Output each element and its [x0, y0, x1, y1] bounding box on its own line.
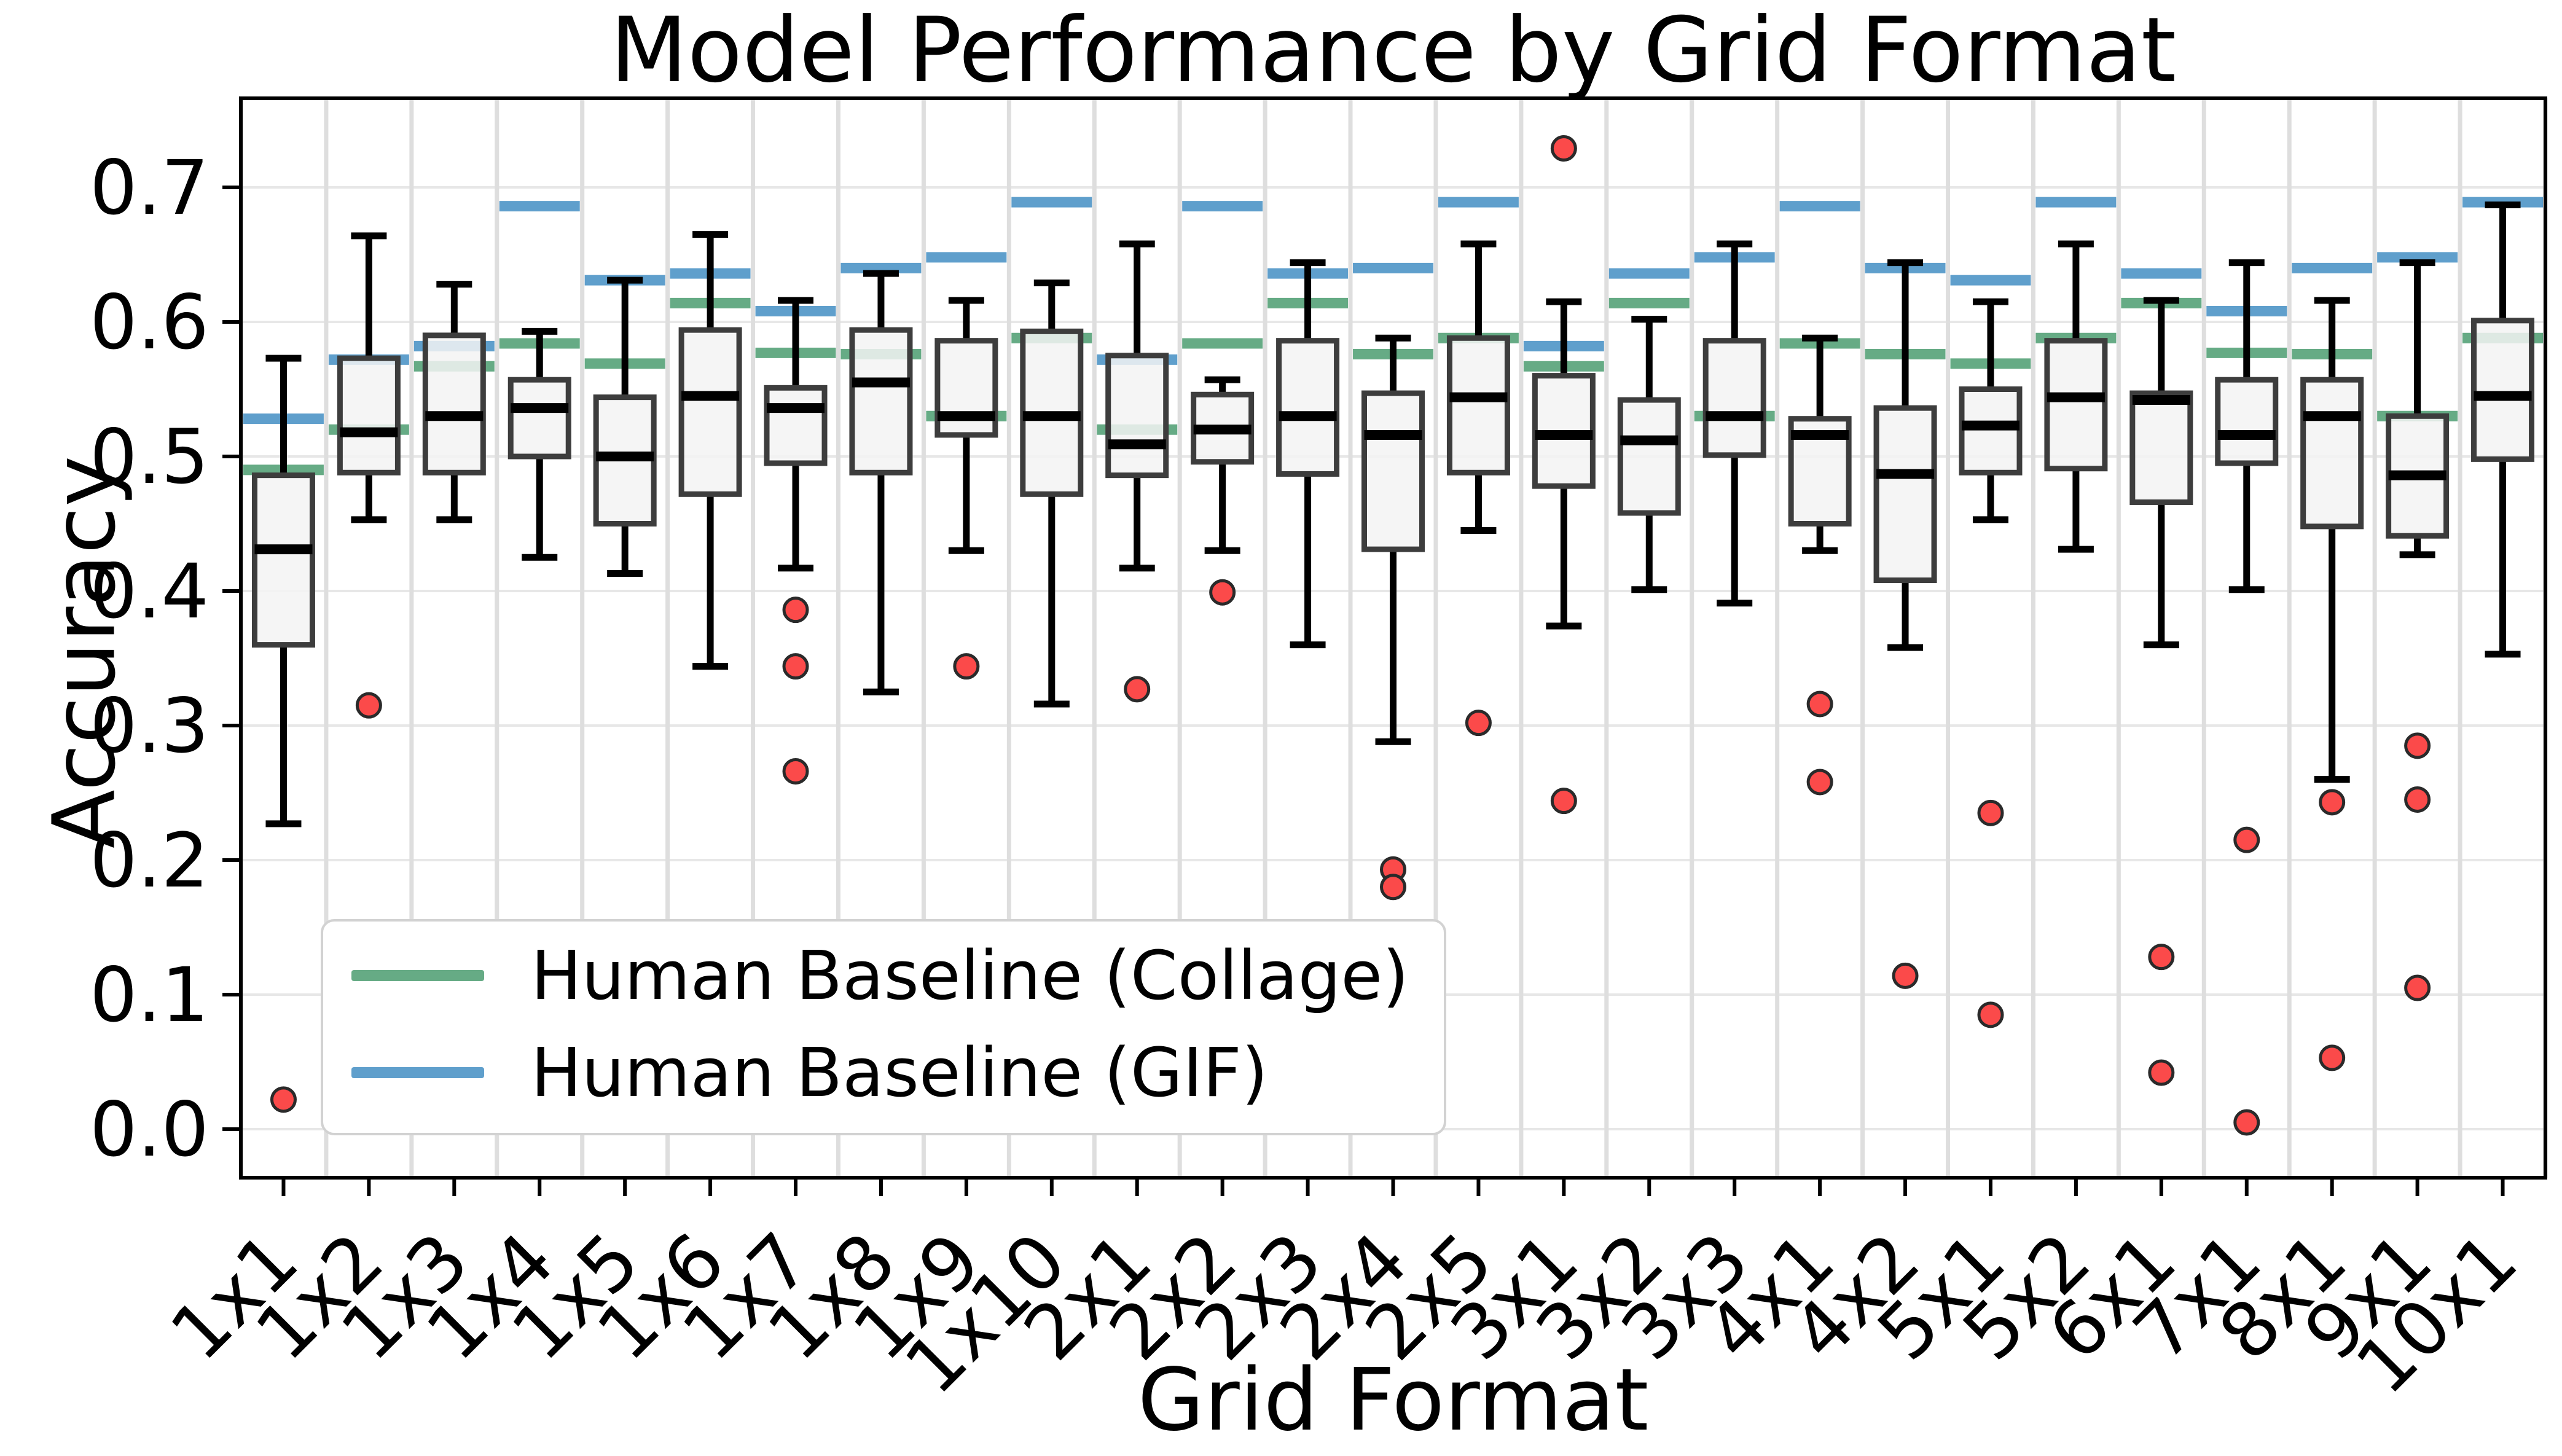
- box-4x2: [1873, 259, 1937, 651]
- iqr-box: [1959, 386, 2023, 476]
- box-1x1: [251, 354, 315, 828]
- axis-ticks: [222, 186, 2505, 1196]
- box-9x1: [2386, 259, 2450, 558]
- iqr-box: [1446, 335, 1510, 476]
- iqr-box: [2300, 377, 2364, 530]
- outlier-2x4-1: [1380, 874, 1406, 901]
- boxes: [251, 201, 2535, 828]
- y-tick-label: 0.1: [90, 952, 209, 1039]
- box-1x9: [934, 297, 998, 554]
- y-tick-label: 0.7: [90, 144, 209, 232]
- outlier-9x1-0: [2404, 732, 2431, 759]
- outlier-2x5-0: [1465, 710, 1492, 737]
- iqr-box: [337, 355, 401, 476]
- iqr-box: [1873, 405, 1937, 583]
- outlier-5x1-0: [1977, 799, 2004, 826]
- outlier-6x1-0: [2148, 944, 2175, 971]
- gif-line-swatch: [351, 1067, 484, 1078]
- outlier-4x2-0: [1892, 962, 1919, 989]
- outlier-9x1-1: [2404, 786, 2431, 813]
- y-tick-label: 0.0: [90, 1086, 209, 1173]
- outlier-2x1-0: [1124, 676, 1151, 703]
- iqr-box: [1702, 338, 1766, 458]
- outlier-6x1-1: [2148, 1059, 2175, 1086]
- iqr-box: [1361, 390, 1425, 552]
- chart-title: Model Performance by Grid Format: [609, 0, 2177, 103]
- box-4x1: [1788, 334, 1852, 554]
- outlier-9x1-2: [2404, 974, 2431, 1001]
- box-1x4: [507, 327, 571, 561]
- outlier-1x9-0: [953, 653, 980, 680]
- box-3x3: [1702, 240, 1766, 607]
- outlier-3x1-0: [1550, 135, 1577, 162]
- box-3x2: [1617, 316, 1681, 593]
- box-1x10: [1020, 279, 1084, 708]
- outlier-3x1-1: [1550, 788, 1577, 815]
- y-tick-label: 0.2: [90, 817, 209, 904]
- outlier-1x1-0: [270, 1086, 297, 1113]
- box-5x2: [2044, 240, 2108, 553]
- box-1x2: [337, 232, 401, 523]
- box-1x8: [849, 270, 913, 695]
- iqr-box: [1617, 397, 1681, 516]
- iqr-box: [678, 327, 742, 497]
- box-1x5: [593, 276, 657, 577]
- outlier-1x7-1: [782, 653, 809, 680]
- iqr-box: [1105, 353, 1169, 479]
- iqr-box: [849, 327, 913, 476]
- outlier-4x1-0: [1806, 691, 1833, 718]
- iqr-box: [2215, 377, 2279, 466]
- iqr-box: [422, 332, 486, 476]
- legend-label-gif: Human Baseline (GIF): [531, 1033, 1268, 1112]
- collage-line-swatch: [351, 970, 484, 981]
- box-2x1: [1105, 240, 1169, 572]
- y-axis-title: Accuracy: [34, 455, 135, 849]
- iqr-box: [2044, 338, 2108, 472]
- y-tick-label: 0.3: [90, 683, 209, 770]
- iqr-box: [1276, 338, 1340, 477]
- box-5x1: [1959, 298, 2023, 523]
- box-3x1: [1532, 298, 1596, 630]
- box-6x1: [2129, 297, 2193, 649]
- iqr-box: [507, 377, 571, 460]
- y-tick-label: 0.4: [90, 548, 209, 635]
- y-tick-label: 0.5: [90, 413, 209, 501]
- outlier-4x1-1: [1806, 769, 1833, 796]
- outlier-5x1-1: [1977, 1001, 2004, 1028]
- iqr-box: [764, 385, 828, 466]
- box-1x6: [678, 231, 742, 670]
- box-1x3: [422, 281, 486, 523]
- legend-item-gif: Human Baseline (GIF): [351, 1033, 1268, 1112]
- box-2x3: [1276, 259, 1340, 649]
- outlier-8x1-1: [2319, 1044, 2346, 1071]
- iqr-box: [251, 472, 315, 648]
- legend: Human Baseline (Collage) Human Baseline …: [321, 919, 1446, 1135]
- box-2x5: [1446, 240, 1510, 534]
- box-2x2: [1191, 376, 1255, 554]
- outlier-dots: [270, 135, 2431, 1136]
- box-7x1: [2215, 259, 2279, 593]
- box-8x1: [2300, 297, 2364, 783]
- outlier-7x1-1: [2233, 1109, 2260, 1136]
- outlier-7x1-0: [2233, 826, 2260, 853]
- outlier-1x7-0: [782, 597, 809, 624]
- tick-labels: 0.00.10.20.30.40.50.60.71x11x21x31x41x51…: [90, 144, 2534, 1411]
- box-1x7: [764, 297, 828, 572]
- legend-item-collage: Human Baseline (Collage): [351, 936, 1409, 1015]
- legend-label-collage: Human Baseline (Collage): [531, 936, 1409, 1015]
- y-tick-label: 0.6: [90, 279, 209, 366]
- iqr-box: [2471, 318, 2535, 462]
- iqr-box: [2129, 390, 2193, 505]
- outlier-8x1-0: [2319, 789, 2346, 816]
- box-10x1: [2471, 201, 2535, 658]
- outlier-1x2-0: [355, 692, 382, 719]
- x-axis-title: Grid Format: [1137, 1350, 1649, 1450]
- outlier-2x2-0: [1209, 579, 1236, 606]
- outlier-1x7-2: [782, 757, 809, 785]
- box-2x4: [1361, 334, 1425, 745]
